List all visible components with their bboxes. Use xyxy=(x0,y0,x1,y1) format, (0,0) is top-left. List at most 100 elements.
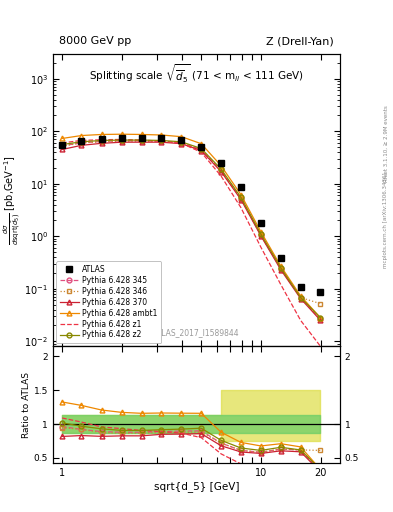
Pythia 6.428 z1 xyxy=(219,173,224,179)
Pythia 6.428 370 xyxy=(298,295,303,302)
ATLAS xyxy=(79,138,84,144)
Pythia 6.428 ambt1 xyxy=(219,163,224,169)
ATLAS xyxy=(318,289,323,295)
Pythia 6.428 345 xyxy=(219,167,224,174)
Text: ATLAS_2017_I1589844: ATLAS_2017_I1589844 xyxy=(153,329,240,337)
Pythia 6.428 370 xyxy=(79,142,84,148)
Pythia 6.428 z2 xyxy=(219,166,224,172)
Pythia 6.428 z2 xyxy=(239,195,243,201)
Pythia 6.428 ambt1 xyxy=(298,293,303,299)
Legend: ATLAS, Pythia 6.428 345, Pythia 6.428 346, Pythia 6.428 370, Pythia 6.428 ambt1,: ATLAS, Pythia 6.428 345, Pythia 6.428 34… xyxy=(56,261,161,343)
Text: mcplots.cern.ch [arXiv:1306.3436]: mcplots.cern.ch [arXiv:1306.3436] xyxy=(383,173,388,268)
Pythia 6.428 z1 xyxy=(298,317,303,324)
Pythia 6.428 z2 xyxy=(159,137,164,143)
Pythia 6.428 z2 xyxy=(318,315,323,321)
Pythia 6.428 346 xyxy=(239,196,243,202)
Pythia 6.428 z1 xyxy=(79,137,84,143)
Pythia 6.428 370 xyxy=(119,139,124,145)
Line: Pythia 6.428 345: Pythia 6.428 345 xyxy=(60,138,323,322)
Pythia 6.428 370 xyxy=(179,141,184,147)
Line: Pythia 6.428 ambt1: Pythia 6.428 ambt1 xyxy=(60,132,323,320)
Pythia 6.428 z2 xyxy=(79,139,84,145)
Line: Pythia 6.428 z1: Pythia 6.428 z1 xyxy=(62,139,320,346)
Pythia 6.428 345 xyxy=(199,146,204,153)
Pythia 6.428 345 xyxy=(139,138,144,144)
Pythia 6.428 z1 xyxy=(259,244,263,250)
ATLAS xyxy=(239,184,243,190)
Pythia 6.428 345 xyxy=(99,138,104,144)
Text: Z (Drell-Yan): Z (Drell-Yan) xyxy=(266,36,334,47)
Pythia 6.428 370 xyxy=(99,140,104,146)
Pythia 6.428 370 xyxy=(60,146,64,153)
Pythia 6.428 346 xyxy=(179,140,184,146)
Pythia 6.428 z1 xyxy=(318,343,323,349)
Pythia 6.428 z1 xyxy=(60,140,64,146)
ATLAS xyxy=(159,135,164,141)
ATLAS xyxy=(179,137,184,143)
Pythia 6.428 ambt1 xyxy=(239,191,243,198)
Pythia 6.428 346 xyxy=(259,232,263,238)
Pythia 6.428 345 xyxy=(159,138,164,144)
Pythia 6.428 z2 xyxy=(279,265,283,271)
ATLAS xyxy=(139,135,144,141)
Pythia 6.428 z1 xyxy=(99,137,104,143)
Line: Pythia 6.428 z2: Pythia 6.428 z2 xyxy=(60,138,323,320)
Pythia 6.428 z2 xyxy=(199,145,204,152)
Pythia 6.428 z1 xyxy=(139,137,144,143)
Pythia 6.428 ambt1 xyxy=(60,135,64,141)
Pythia 6.428 345 xyxy=(79,140,84,146)
Pythia 6.428 z1 xyxy=(179,140,184,146)
X-axis label: sqrt{d_5} [GeV]: sqrt{d_5} [GeV] xyxy=(154,481,239,492)
ATLAS xyxy=(60,142,64,148)
Pythia 6.428 z2 xyxy=(60,141,64,147)
ATLAS xyxy=(259,220,263,226)
Pythia 6.428 345 xyxy=(239,196,243,202)
Pythia 6.428 ambt1 xyxy=(79,133,84,139)
Pythia 6.428 346 xyxy=(199,147,204,153)
Pythia 6.428 z2 xyxy=(298,294,303,301)
Pythia 6.428 345 xyxy=(60,143,64,149)
Pythia 6.428 346 xyxy=(159,138,164,144)
Pythia 6.428 ambt1 xyxy=(139,132,144,138)
Pythia 6.428 346 xyxy=(79,140,84,146)
Pythia 6.428 345 xyxy=(259,232,263,238)
Pythia 6.428 370 xyxy=(199,147,204,154)
Line: Pythia 6.428 370: Pythia 6.428 370 xyxy=(60,140,323,323)
ATLAS xyxy=(99,136,104,142)
Pythia 6.428 346 xyxy=(219,167,224,174)
Pythia 6.428 346 xyxy=(60,143,64,150)
Pythia 6.428 ambt1 xyxy=(179,134,184,140)
Y-axis label: Ratio to ATLAS: Ratio to ATLAS xyxy=(22,372,31,438)
Pythia 6.428 ambt1 xyxy=(199,141,204,147)
Pythia 6.428 370 xyxy=(318,317,323,324)
Pythia 6.428 370 xyxy=(159,139,164,145)
Text: Rivet 3.1.10, ≥ 2.9M events: Rivet 3.1.10, ≥ 2.9M events xyxy=(383,105,388,182)
Text: Splitting scale $\sqrt{\overline{d}_5}$ (71 < m$_{ll}$ < 111 GeV): Splitting scale $\sqrt{\overline{d}_5}$ … xyxy=(89,62,304,85)
Pythia 6.428 345 xyxy=(279,266,283,272)
Pythia 6.428 370 xyxy=(239,197,243,203)
Pythia 6.428 346 xyxy=(99,139,104,145)
Pythia 6.428 z2 xyxy=(179,139,184,145)
Pythia 6.428 346 xyxy=(139,138,144,144)
Line: Pythia 6.428 346: Pythia 6.428 346 xyxy=(60,139,323,306)
Pythia 6.428 370 xyxy=(279,267,283,273)
Text: 8000 GeV pp: 8000 GeV pp xyxy=(59,36,131,47)
Pythia 6.428 346 xyxy=(119,138,124,144)
Pythia 6.428 345 xyxy=(298,294,303,301)
Pythia 6.428 z1 xyxy=(279,282,283,288)
Pythia 6.428 z1 xyxy=(239,205,243,211)
Pythia 6.428 z1 xyxy=(159,138,164,144)
ATLAS xyxy=(279,255,283,262)
Pythia 6.428 345 xyxy=(179,139,184,145)
Pythia 6.428 ambt1 xyxy=(279,263,283,269)
Pythia 6.428 345 xyxy=(318,316,323,323)
Pythia 6.428 345 xyxy=(119,138,124,144)
Pythia 6.428 z2 xyxy=(259,231,263,237)
Pythia 6.428 ambt1 xyxy=(99,132,104,138)
Line: ATLAS: ATLAS xyxy=(59,135,323,295)
ATLAS xyxy=(219,160,224,166)
Pythia 6.428 370 xyxy=(259,233,263,239)
Pythia 6.428 346 xyxy=(298,294,303,301)
Pythia 6.428 346 xyxy=(318,301,323,307)
Pythia 6.428 z2 xyxy=(119,137,124,143)
